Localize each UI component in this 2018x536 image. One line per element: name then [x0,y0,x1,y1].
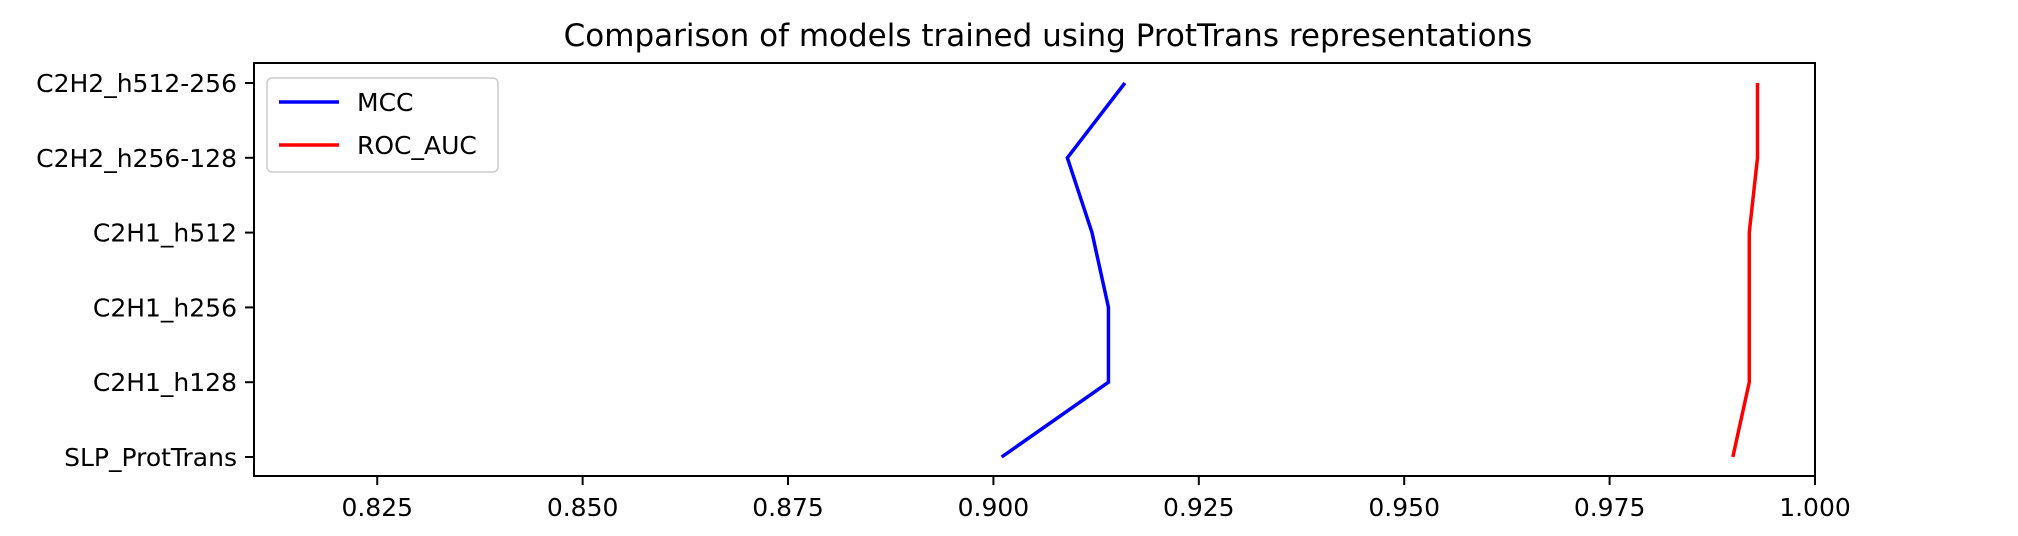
axes-frame [253,62,1816,477]
series-line-mcc [1000,81,1127,459]
x-tick-label: 1.000 [1779,493,1851,522]
x-tick-label: 0.825 [341,493,413,522]
x-tick-label: 0.925 [1163,493,1235,522]
legend-label-roc-auc: ROC_AUC [357,131,477,160]
plot-area: 0.825 0.850 0.875 0.900 0.925 0.950 0.975 1.000… [36,62,1851,522]
series-line-roc-auc [1731,83,1760,458]
y-tick-label: C2H2_h512-256 [36,69,237,98]
legend: MCC ROC_AUC [266,77,499,173]
x-tick-label: 0.900 [958,493,1030,522]
legend-label-mcc: MCC [357,88,413,117]
y-tick-label: C2H1_h256 [93,293,237,322]
x-tick-label: 0.850 [547,493,619,522]
y-tick-label: C2H1_h512 [93,219,237,248]
y-tick-label: C2H2_h256-128 [36,144,237,173]
x-tick-label: 0.975 [1574,493,1646,522]
x-tick-label: 0.875 [752,493,824,522]
x-tick-label: 0.950 [1368,493,1440,522]
y-tick-label: C2H1_h128 [93,368,237,397]
chart-title: Comparison of models trained using ProtT… [564,18,1533,54]
y-tick-label: SLP_ProtTrans [64,443,237,472]
